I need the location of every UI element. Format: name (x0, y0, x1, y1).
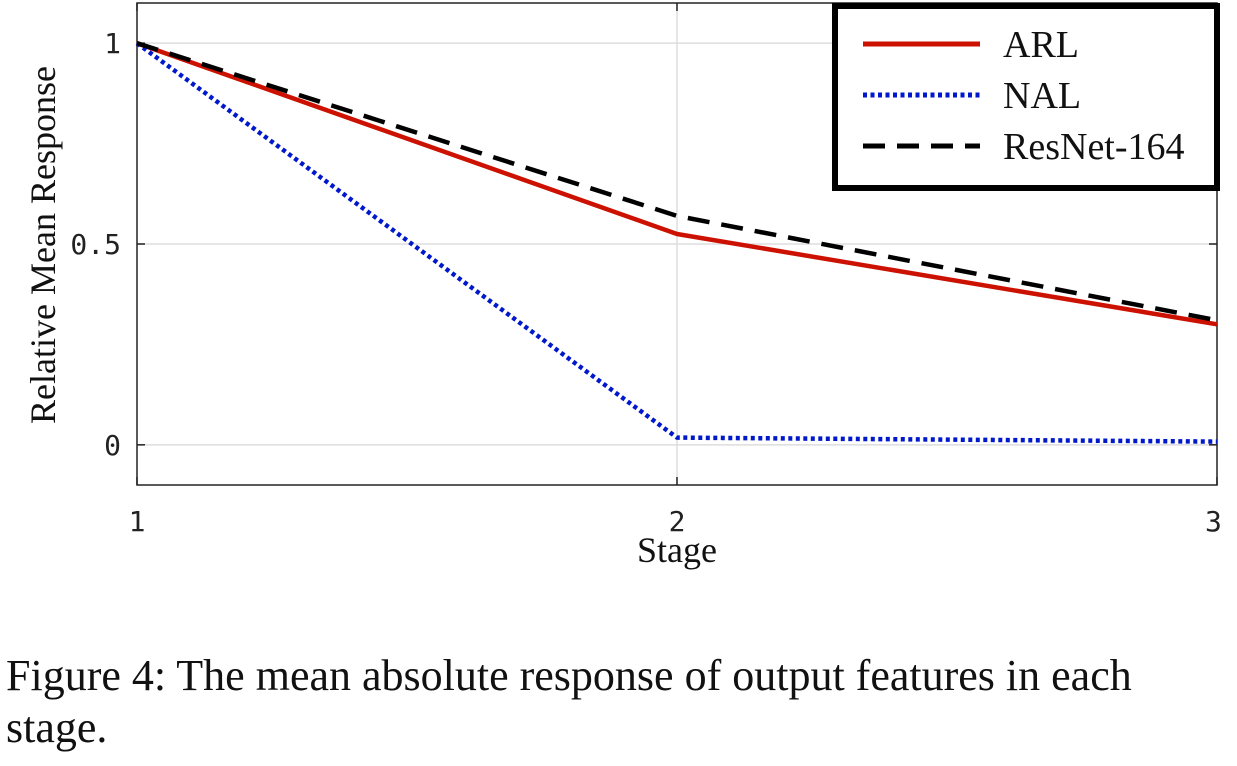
legend-label: NAL (1003, 75, 1081, 117)
legend-label: ResNet-164 (1003, 126, 1185, 168)
x-tick-label: 1 (129, 505, 146, 538)
y-tick-label: 0.5 (70, 228, 121, 261)
series-line-arl (136, 41, 1218, 327)
legend-label: ARL (1003, 24, 1079, 66)
grid (137, 3, 1217, 485)
series-line-resnet-164 (136, 41, 1218, 323)
legend: ARL NAL ResNet-164 (832, 3, 1220, 191)
y-axis-label: Relative Mean Response (23, 66, 63, 424)
y-tick-label: 0 (104, 429, 121, 462)
x-axis-label: Stage (637, 530, 717, 570)
legend-box (832, 3, 1220, 191)
series-line-nal (135, 41, 1218, 444)
axis-ticks: 0 0.5 1 1 2 3 (70, 3, 1222, 538)
y-tick-label: 1 (104, 27, 121, 60)
figure-caption: Figure 4: The mean absolute response of … (6, 651, 1132, 752)
series-lines (135, 41, 1218, 444)
x-tick-label: 2 (669, 505, 686, 538)
x-tick-label: 3 (1205, 505, 1222, 538)
line-chart: 0 0.5 1 1 2 3 ARL NAL ResNet-164 Relative Mean … (23, 2, 1222, 570)
